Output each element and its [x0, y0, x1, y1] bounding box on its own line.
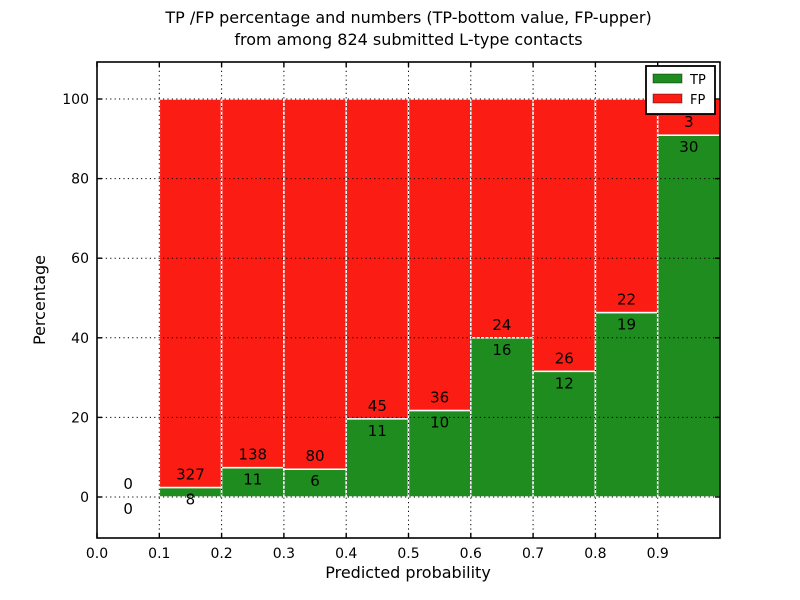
chart-title-line1: TP /FP percentage and numbers (TP-bottom…: [165, 8, 652, 27]
bar-tp: [656, 134, 721, 498]
bar-fp: [470, 98, 534, 339]
fp-count-label: 45: [368, 397, 387, 415]
fp-count-label: 80: [306, 447, 325, 465]
tp-count-label: 16: [492, 341, 511, 359]
x-tick-labels-group: 0.0 0.1 0.2 0.3 0.4 0.5 0.6 0.7 0.8 0.9: [86, 546, 669, 562]
tp-count-label: 10: [430, 413, 449, 431]
tp-count-label: 8: [186, 490, 196, 508]
bar-fp: [532, 98, 597, 373]
y-tick-label: 40: [71, 331, 89, 347]
bar-fp: [594, 98, 659, 314]
tp-count-label: 30: [679, 138, 698, 156]
x-tick-label: 0.4: [335, 546, 357, 562]
fp-count-label: 24: [492, 316, 511, 334]
x-tick-label: 0.5: [397, 546, 419, 562]
tp-count-label: 6: [310, 472, 320, 490]
x-tick-label: 0.7: [522, 546, 544, 562]
tp-count-label: 19: [617, 316, 636, 334]
axis-ticks-group: [96, 62, 720, 538]
y-tick-label: 20: [71, 410, 89, 426]
bar-fp: [345, 98, 410, 420]
bar-tp: [594, 311, 659, 498]
x-tick-label: 0.6: [460, 546, 482, 562]
fp-count-label: 26: [555, 349, 574, 367]
tp-count-label: 11: [368, 422, 387, 440]
chart-title-line2: from among 824 submitted L-type contacts: [234, 30, 583, 49]
fp-count-label: 3: [684, 113, 694, 131]
chart-title: TP /FP percentage and numbers (TP-bottom…: [97, 7, 720, 51]
y-tick-label: 60: [71, 251, 89, 267]
tp-count-label: 11: [243, 471, 262, 489]
tp-count-label: 0: [123, 500, 133, 518]
y-tick-label: 80: [71, 172, 89, 188]
gridlines-group: [97, 62, 720, 538]
fp-count-label: 138: [238, 446, 267, 464]
x-tick-label: 0.8: [584, 546, 606, 562]
x-axis-label: Predicted probability: [325, 563, 491, 582]
fp-count-label: 0: [123, 475, 133, 493]
legend-swatch-tp: [652, 73, 683, 84]
x-tick-label: 0.9: [647, 546, 669, 562]
fp-count-label: 36: [430, 388, 449, 406]
x-tick-label: 0.1: [148, 546, 170, 562]
x-tick-label: 0.2: [210, 546, 232, 562]
legend-label-tp: TP: [689, 73, 706, 88]
bar-fp: [283, 98, 347, 470]
x-tick-label: 0.3: [273, 546, 295, 562]
legend: TP FP: [645, 65, 716, 115]
legend-swatch-fp: [652, 93, 683, 104]
bar-fp: [158, 98, 223, 489]
x-tick-label: 0.0: [86, 546, 108, 562]
tp-count-label: 12: [555, 374, 574, 392]
fp-count-label: 327: [176, 465, 205, 483]
bar-fp: [407, 98, 472, 412]
legend-label-fp: FP: [690, 93, 705, 108]
y-tick-label: 100: [62, 92, 89, 108]
bar-fp: [220, 98, 285, 469]
fp-count-label: 22: [617, 291, 636, 309]
y-tick-labels-group: 0 20 40 60 80 100: [62, 92, 89, 506]
y-tick-label: 0: [80, 490, 89, 506]
y-axis-label: Percentage: [30, 255, 49, 345]
bar-labels-group: 0 0 327 8 138 11 80 6 45 11 36 10 24 16 26 12 22 19 3 30: [123, 113, 698, 518]
